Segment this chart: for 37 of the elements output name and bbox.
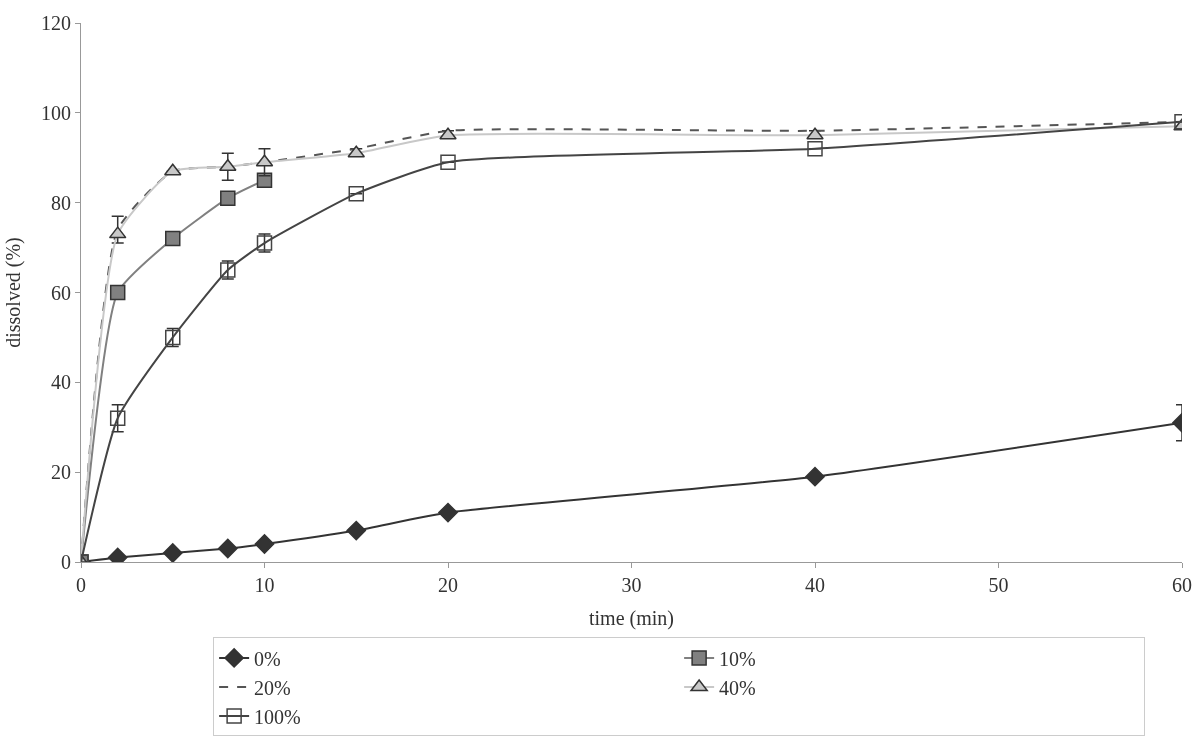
- point: [440, 154, 456, 170]
- point: [162, 543, 183, 562]
- y-tick-label: 20: [51, 461, 71, 484]
- y-tick-label: 60: [51, 281, 71, 304]
- x-tick-label: 40: [805, 574, 825, 596]
- y-tick-label: 120: [41, 12, 71, 34]
- point: [438, 502, 458, 523]
- legend-label: 0%: [254, 647, 281, 670]
- legend-label: 20%: [254, 676, 291, 699]
- x-tick-label: 0: [76, 574, 86, 596]
- x-tick-label: 20: [438, 574, 458, 596]
- point: [220, 190, 236, 206]
- y-axis-title: dissolved (%): [1, 237, 25, 348]
- x-axis-title: time (min): [589, 606, 674, 630]
- point: [256, 172, 273, 188]
- y-tick-label: 80: [51, 191, 71, 214]
- y-tick-label: 40: [51, 371, 71, 394]
- x-tick-label: 50: [988, 574, 1009, 596]
- y-tick-label: 0: [61, 551, 71, 573]
- point: [217, 538, 238, 559]
- legend-label: 40%: [719, 676, 756, 699]
- point: [805, 466, 825, 487]
- point: [348, 185, 364, 202]
- point: [165, 230, 181, 247]
- point: [439, 127, 457, 140]
- point: [254, 534, 275, 554]
- point: [346, 520, 367, 541]
- point: [806, 127, 824, 140]
- point: [109, 284, 126, 301]
- legend-label: 10%: [719, 647, 756, 670]
- point: [807, 141, 823, 157]
- x-tick-label: 30: [621, 574, 642, 596]
- point: [109, 410, 126, 427]
- y-tick-label: 100: [41, 101, 71, 124]
- x-tick-label: 10: [254, 574, 275, 596]
- x-tick-label: 60: [1172, 574, 1192, 596]
- legend-label: 100%: [254, 705, 301, 728]
